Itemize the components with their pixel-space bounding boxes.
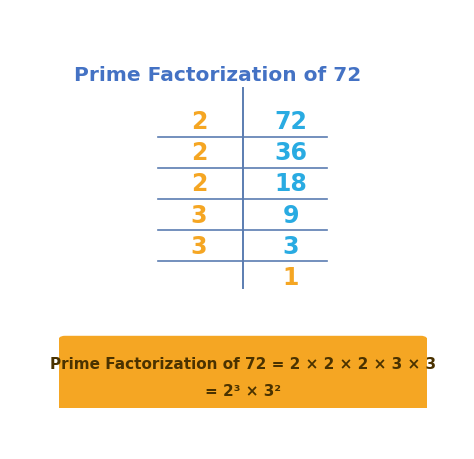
Text: 9: 9 bbox=[283, 203, 299, 227]
Text: 72: 72 bbox=[274, 110, 307, 134]
Text: 2: 2 bbox=[191, 110, 207, 134]
Text: 3: 3 bbox=[191, 234, 207, 258]
Text: 2: 2 bbox=[191, 141, 207, 165]
Text: Prime Factorization of 72 = 2 × 2 × 2 × 3 × 3: Prime Factorization of 72 = 2 × 2 × 2 × … bbox=[50, 356, 436, 371]
Text: 18: 18 bbox=[274, 172, 307, 196]
Text: 3: 3 bbox=[283, 234, 299, 258]
Text: 3: 3 bbox=[191, 203, 207, 227]
Text: 1: 1 bbox=[283, 265, 299, 289]
Text: Prime Factorization of 72: Prime Factorization of 72 bbox=[74, 66, 361, 84]
Text: = 2³ × 3²: = 2³ × 3² bbox=[205, 383, 281, 398]
Text: 2: 2 bbox=[191, 172, 207, 196]
Text: 36: 36 bbox=[274, 141, 307, 165]
FancyBboxPatch shape bbox=[57, 336, 428, 414]
